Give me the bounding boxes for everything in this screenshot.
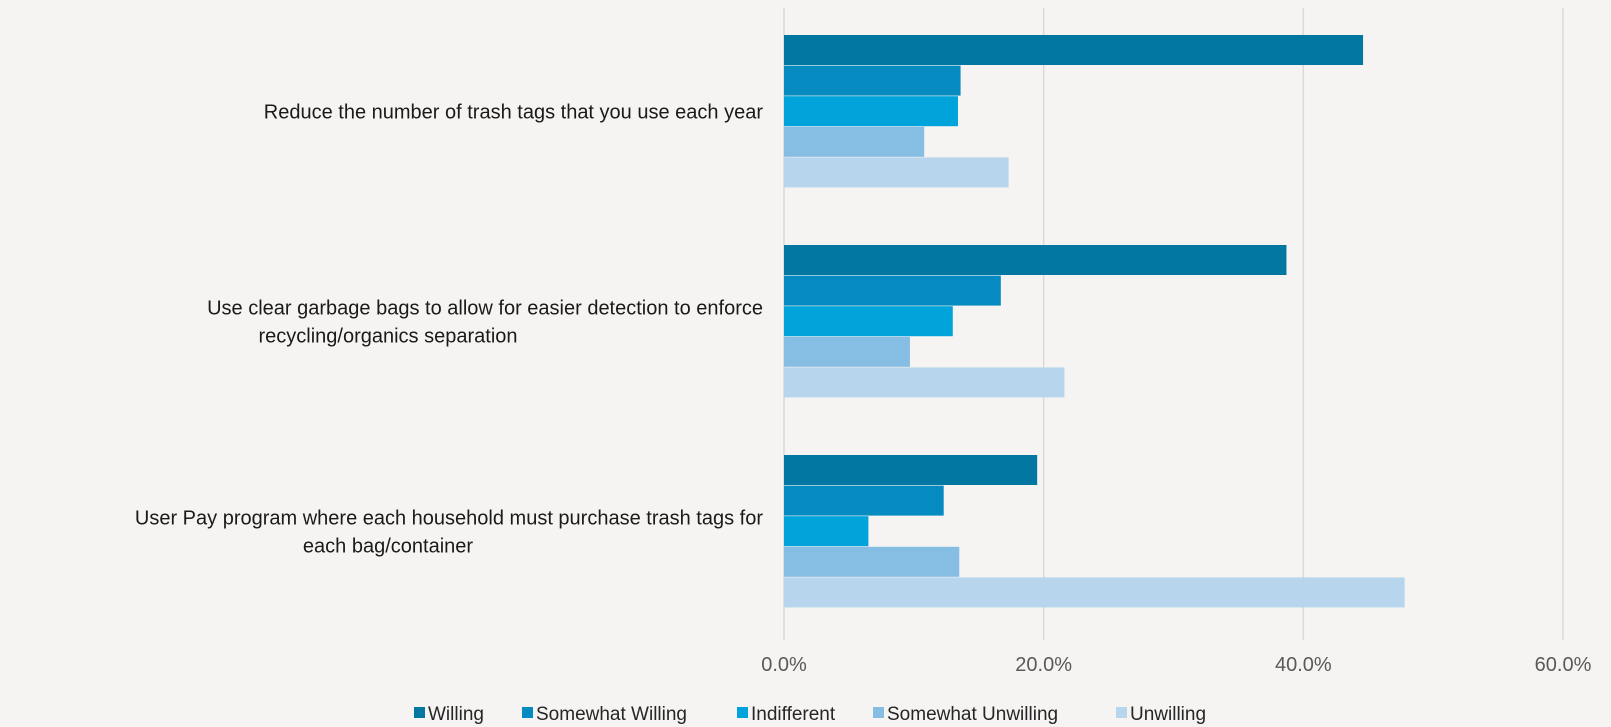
legend-item: Somewhat Willing: [522, 704, 687, 725]
bar: [784, 157, 1009, 188]
legend-label: Willing: [428, 704, 484, 725]
category-label: recycling/organics separation: [258, 326, 517, 348]
bar: [784, 65, 961, 96]
category-label: Use clear garbage bags to allow for easi…: [207, 298, 763, 320]
legend-label: Unwilling: [1130, 704, 1206, 725]
legend-item: Somewhat Unwilling: [873, 704, 1058, 725]
x-tick-label: 40.0%: [1275, 654, 1332, 676]
bar: [784, 455, 1038, 485]
legend-swatch: [1116, 707, 1127, 718]
bar: [784, 306, 953, 337]
bar: [784, 35, 1364, 65]
bar: [784, 96, 958, 127]
bar: [784, 245, 1287, 275]
x-tick-label: 60.0%: [1535, 654, 1592, 676]
bar: [784, 516, 869, 547]
bar: [784, 336, 910, 367]
bar: [784, 126, 925, 157]
bar: [784, 275, 1001, 306]
bar: [784, 485, 944, 516]
category-label: Reduce the number of trash tags that you…: [264, 102, 764, 124]
legend-label: Somewhat Willing: [536, 704, 687, 725]
legend-label: Indifferent: [751, 704, 836, 725]
x-tick-label: 0.0%: [761, 654, 807, 676]
legend-item: Indifferent: [737, 704, 836, 725]
x-tick-label: 20.0%: [1015, 654, 1072, 676]
bar: [784, 367, 1065, 398]
legend-swatch: [414, 707, 425, 718]
x-axis-tick-labels: 0.0% 20.0% 40.0% 60.0%: [761, 654, 1591, 676]
legend-swatch: [873, 707, 884, 718]
legend-swatch: [737, 707, 748, 718]
legend: Willing Somewhat Willing Indifferent Somewh…: [414, 704, 1206, 725]
category-label: User Pay program where each household mu…: [135, 508, 763, 530]
bar: [784, 577, 1405, 608]
bars: [784, 35, 1405, 608]
bar: [784, 546, 960, 577]
category-label: each bag/container: [303, 536, 473, 558]
category-labels: Reduce the number of trash tags that you…: [135, 102, 763, 558]
legend-swatch: [522, 707, 533, 718]
legend-item: Willing: [414, 704, 484, 725]
legend-label: Somewhat Unwilling: [887, 704, 1058, 725]
legend-item: Unwilling: [1116, 704, 1206, 725]
